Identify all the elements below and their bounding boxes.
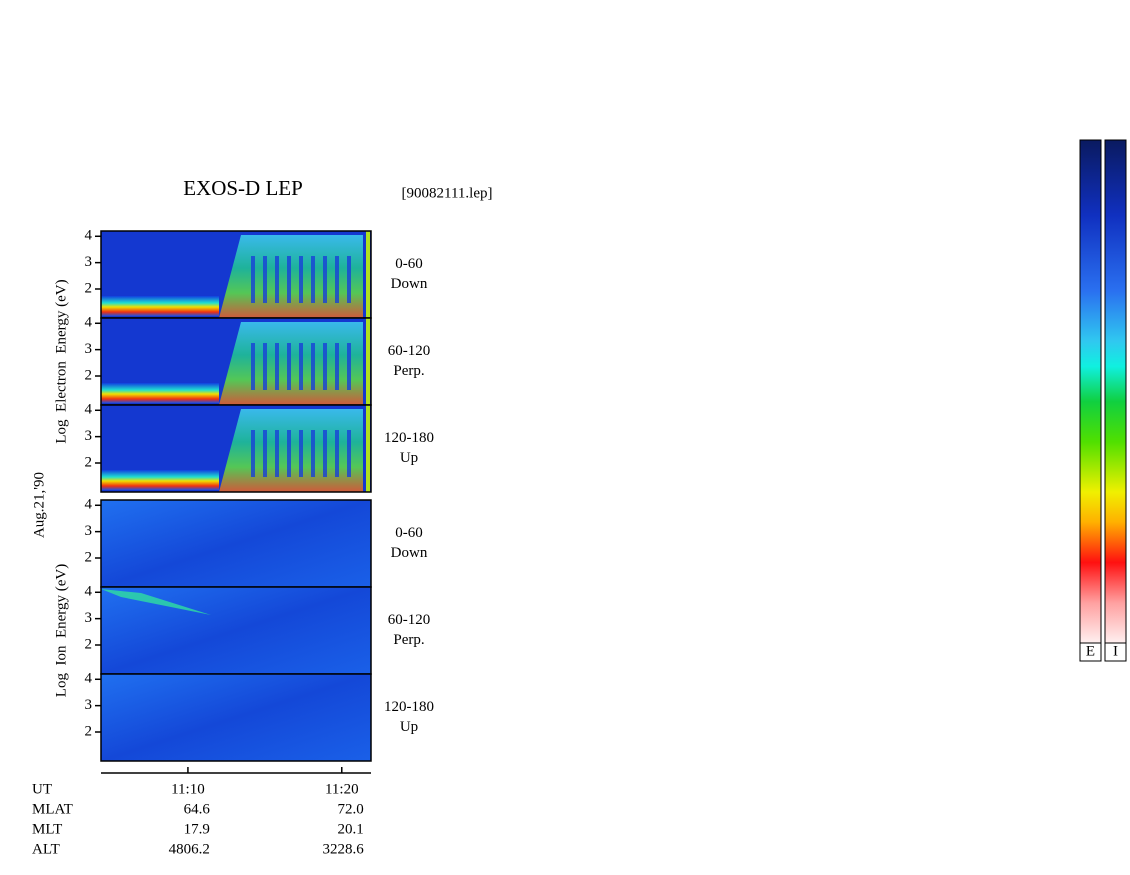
spectrogram-stripe xyxy=(251,256,255,303)
spectrogram-stripe xyxy=(287,430,291,477)
spectrogram-stripe xyxy=(287,256,291,303)
y-tick-label: 3 xyxy=(85,697,93,713)
panel-frame xyxy=(100,673,372,762)
y-tick-label: 3 xyxy=(85,428,93,444)
color-bar xyxy=(1079,139,1102,644)
spectrogram-stripe xyxy=(347,256,351,303)
y-tick-label: 3 xyxy=(85,610,93,626)
spectrogram-stripe xyxy=(263,430,267,477)
direction: Down xyxy=(391,276,428,292)
ephemeris-label: ALT xyxy=(32,841,60,857)
ephemeris-label: MLT xyxy=(32,821,62,837)
spectrogram-bg xyxy=(101,674,371,761)
spectrogram-stripe xyxy=(299,256,303,303)
spectrogram-stripe xyxy=(347,343,351,390)
spectrogram-stripe xyxy=(311,343,315,390)
y-tick-label: 2 xyxy=(85,723,93,739)
spectrogram-band xyxy=(101,470,219,490)
y-tick-label: 4 xyxy=(85,315,93,331)
x-tick-label: 11:10 xyxy=(171,781,205,797)
spectrogram-bg xyxy=(101,500,371,587)
ephemeris-value: 72.0 xyxy=(338,801,364,817)
color-bar-label: I xyxy=(1113,643,1118,659)
color-bar-box xyxy=(1104,642,1127,662)
y-tick-label: 4 xyxy=(85,671,93,687)
spectrogram-stripe xyxy=(335,430,339,477)
spectrogram-edge xyxy=(366,231,370,318)
pitch-angle: 120-180 xyxy=(384,699,434,715)
y-tick-label: 4 xyxy=(85,584,93,600)
spectrogram-stripe xyxy=(275,343,279,390)
spectrogram-stripe xyxy=(251,430,255,477)
direction: Up xyxy=(400,450,418,466)
y-axis-label: Log Electron Energy (eV) xyxy=(53,279,69,443)
pitch-angle: 60-120 xyxy=(388,343,431,359)
panel-frame xyxy=(100,404,372,493)
spectrogram-band xyxy=(101,296,219,316)
y-tick-label: 3 xyxy=(85,254,93,270)
spectrogram-stripe xyxy=(335,343,339,390)
ephemeris-label: MLAT xyxy=(32,801,73,817)
file-name: [90082111.lep] xyxy=(402,185,493,201)
spectrogram-stripe xyxy=(263,256,267,303)
ephemeris-value: 3228.6 xyxy=(323,841,365,857)
pitch-angle: 120-180 xyxy=(384,430,434,446)
spectrogram-stripe xyxy=(347,430,351,477)
spectrogram-stripe xyxy=(275,430,279,477)
direction: Perp. xyxy=(393,363,424,379)
spectrogram-band xyxy=(101,383,219,403)
x-tick-label: 11:20 xyxy=(325,781,359,797)
spectrogram-stripe xyxy=(311,430,315,477)
ephemeris-label: UT xyxy=(32,781,52,797)
spectrogram-stripe xyxy=(299,430,303,477)
y-tick-label: 2 xyxy=(85,454,93,470)
ephemeris-value: 4806.2 xyxy=(169,841,210,857)
direction: Down xyxy=(391,545,428,561)
y-tick-label: 4 xyxy=(85,497,93,513)
title: EXOS-D LEP xyxy=(183,176,303,200)
pitch-angle: 0-60 xyxy=(395,525,423,541)
spectrogram-stripe xyxy=(263,343,267,390)
color-bar-box xyxy=(1079,642,1102,662)
y-tick-label: 4 xyxy=(85,228,93,244)
y-tick-label: 2 xyxy=(85,636,93,652)
spectrogram-stripe xyxy=(323,430,327,477)
spectrogram-edge xyxy=(366,318,370,405)
y-tick-label: 3 xyxy=(85,341,93,357)
y-tick-label: 2 xyxy=(85,549,93,565)
pitch-angle: 60-120 xyxy=(388,612,431,628)
y-tick-label: 2 xyxy=(85,367,93,383)
y-tick-label: 4 xyxy=(85,402,93,418)
pitch-angle: 0-60 xyxy=(395,256,423,272)
spectrogram-stripe xyxy=(311,256,315,303)
color-bar xyxy=(1104,139,1127,644)
spectrogram-stripe xyxy=(323,256,327,303)
ephemeris-value: 17.9 xyxy=(184,821,210,837)
y-axis-label: Log Ion Energy (eV) xyxy=(53,564,69,697)
spectrogram-edge xyxy=(366,405,370,492)
spectrogram-stripe xyxy=(287,343,291,390)
spectrogram-stripe xyxy=(335,256,339,303)
spectrogram-stripe xyxy=(251,343,255,390)
spectrogram-stripe xyxy=(275,256,279,303)
direction: Perp. xyxy=(393,632,424,648)
y-tick-label: 3 xyxy=(85,523,93,539)
spectrogram-stripe xyxy=(323,343,327,390)
direction: Up xyxy=(400,719,418,735)
date: Aug.21,'90 xyxy=(31,472,47,538)
ephemeris-value: 20.1 xyxy=(338,821,364,837)
color-bar-label: E xyxy=(1086,643,1095,659)
y-tick-label: 2 xyxy=(85,280,93,296)
ephemeris-value: 64.6 xyxy=(184,801,211,817)
spectrogram-beam xyxy=(101,589,211,615)
spectrogram-stripe xyxy=(299,343,303,390)
